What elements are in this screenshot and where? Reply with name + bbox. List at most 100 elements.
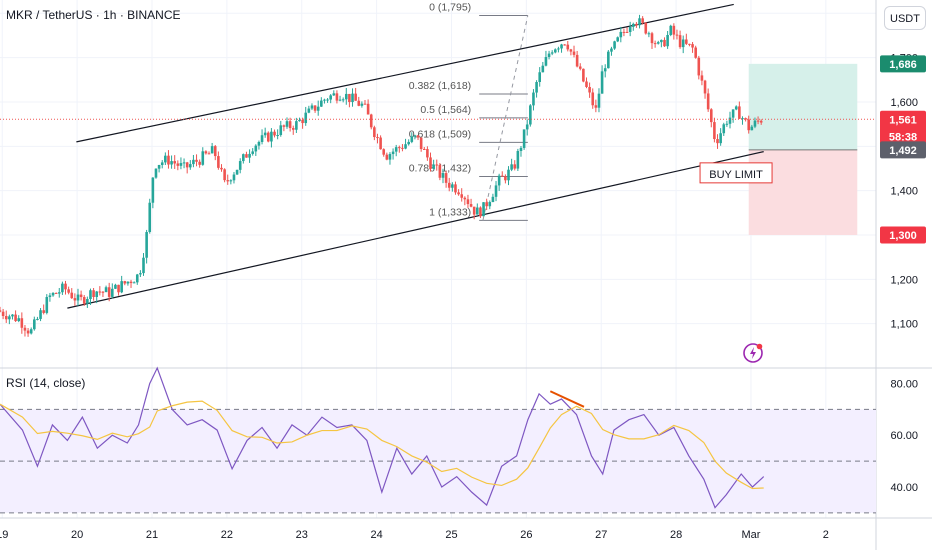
candle-body	[585, 81, 588, 87]
candle-body	[95, 291, 99, 297]
price-axis-label: 1,100	[890, 319, 918, 331]
candle-body	[451, 184, 454, 188]
candle-body	[472, 206, 476, 215]
candle-body	[29, 329, 33, 334]
candle-body	[713, 122, 716, 140]
candle-body	[14, 314, 17, 322]
candle-body	[266, 132, 270, 142]
candle-body	[728, 117, 732, 124]
candle-body	[226, 180, 230, 182]
candle-body	[691, 44, 694, 48]
candle-body	[672, 25, 676, 35]
candle-body	[553, 49, 557, 53]
candle-body	[120, 281, 123, 293]
candle-body	[638, 18, 641, 26]
candle-body	[101, 291, 105, 293]
candle-body	[432, 164, 435, 169]
candle-body	[251, 151, 254, 154]
candle-body	[263, 132, 267, 136]
candle-body	[741, 118, 744, 120]
candle-body	[569, 49, 573, 52]
candle-body	[104, 287, 108, 293]
candle-body	[588, 86, 591, 93]
candle-body	[341, 99, 345, 101]
candle-body	[678, 35, 682, 48]
candle-body	[285, 121, 289, 127]
candle-body	[48, 295, 52, 298]
candle-body	[210, 146, 214, 154]
candle-body	[426, 149, 429, 158]
time-axis-label: 23	[296, 529, 308, 541]
candle-body	[107, 287, 111, 297]
candle-body	[550, 52, 554, 54]
candle-body	[635, 23, 638, 26]
rsi-title: RSI (14, close)	[6, 376, 86, 390]
current-price-tag-countdown: 58:38	[889, 131, 917, 143]
candle-body	[64, 283, 67, 290]
candle-body	[447, 182, 451, 188]
candle-body	[217, 156, 220, 168]
candle-body	[248, 153, 251, 158]
candle-body	[538, 72, 542, 83]
candle-body	[401, 147, 404, 149]
fib-trend-line	[482, 15, 529, 221]
candle-body	[366, 103, 370, 115]
candle-body	[385, 154, 389, 160]
candle-body	[11, 314, 14, 317]
lightning-icon[interactable]	[742, 342, 764, 364]
candle-body	[254, 145, 258, 152]
time-axis-label: 26	[520, 529, 532, 541]
entry-price-tag-bg	[880, 141, 926, 159]
candle-body	[628, 26, 632, 32]
candle-body	[223, 169, 226, 181]
buy-limit-label: BUY LIMIT	[709, 169, 763, 181]
candle-body	[747, 119, 751, 131]
candle-body	[182, 162, 186, 164]
candle-body	[744, 118, 747, 120]
rsi-axis-label: 60.00	[890, 430, 918, 442]
candle-body	[164, 155, 167, 163]
candle-body	[8, 316, 11, 320]
candle-body	[33, 319, 36, 330]
stop-price-tag: 1,300	[889, 230, 917, 242]
candle-body	[123, 281, 127, 284]
candle-body	[39, 310, 42, 319]
candle-body	[117, 284, 120, 293]
candle-body	[485, 202, 488, 207]
channel-upper-line[interactable]	[76, 3, 734, 143]
candle-body	[422, 148, 426, 150]
candle-body	[42, 310, 45, 313]
candle-body	[270, 131, 273, 142]
candle-body	[519, 147, 523, 152]
candle-body	[398, 147, 401, 149]
candle-body	[335, 93, 339, 101]
candle-body	[603, 68, 607, 72]
candle-body	[1, 311, 5, 317]
channel-lower-line[interactable]	[67, 151, 764, 309]
candle-body	[504, 176, 507, 181]
candle-body	[151, 177, 155, 203]
candle-body	[535, 82, 538, 93]
current-price-tag-bg	[880, 110, 926, 145]
candle-body	[610, 48, 613, 52]
candle-body	[73, 298, 77, 301]
candle-body	[313, 105, 317, 111]
buy-limit-box[interactable]	[699, 162, 773, 184]
candle-body	[332, 93, 336, 96]
candle-body	[469, 204, 473, 207]
candle-body	[572, 51, 576, 55]
candle-body	[373, 127, 376, 138]
candle-body	[591, 92, 595, 106]
candle-body	[563, 44, 566, 46]
candle-body	[482, 202, 485, 217]
rsi-divergence-line[interactable]	[549, 390, 585, 408]
profit-zone	[748, 63, 858, 150]
candle-body	[641, 18, 644, 23]
candle-body	[625, 31, 629, 33]
candle-body	[316, 106, 320, 111]
candle-body	[257, 141, 261, 146]
currency-button[interactable]: USDT	[884, 6, 926, 30]
candle-body	[497, 175, 501, 186]
candle-body	[613, 41, 616, 49]
